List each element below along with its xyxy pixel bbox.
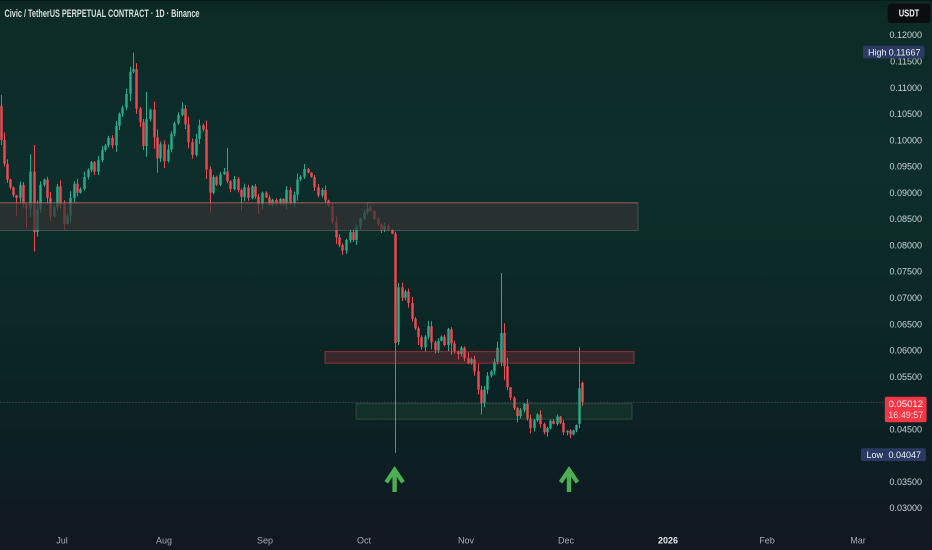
svg-text:0.05500: 0.05500	[889, 372, 922, 382]
svg-text:0.10500: 0.10500	[889, 109, 922, 119]
svg-text:0.12000: 0.12000	[889, 30, 922, 40]
svg-text:Feb: Feb	[759, 536, 775, 546]
svg-text:0.08500: 0.08500	[889, 214, 922, 224]
svg-text:0.11500: 0.11500	[890, 57, 922, 67]
svg-text:0.11667: 0.11667	[889, 48, 921, 58]
svg-text:Aug: Aug	[156, 536, 172, 546]
svg-text:Low: Low	[867, 450, 884, 460]
svg-text:USDT: USDT	[899, 9, 920, 20]
svg-text:Nov: Nov	[458, 536, 475, 546]
svg-text:Mar: Mar	[850, 536, 866, 546]
svg-text:0.05012: 0.05012	[889, 399, 923, 410]
svg-text:Oct: Oct	[357, 536, 372, 546]
svg-text:2026: 2026	[658, 536, 678, 546]
svg-text:16:49:57: 16:49:57	[888, 410, 923, 420]
svg-text:0.03500: 0.03500	[889, 477, 922, 487]
svg-text:0.10000: 0.10000	[889, 135, 922, 145]
svg-text:0.06000: 0.06000	[889, 346, 922, 356]
svg-text:Sep: Sep	[257, 536, 273, 546]
svg-text:Dec: Dec	[558, 536, 575, 546]
svg-text:0.06500: 0.06500	[889, 319, 922, 329]
svg-text:High: High	[868, 48, 887, 58]
svg-text:0.09500: 0.09500	[889, 162, 922, 172]
svg-text:0.04047: 0.04047	[888, 450, 921, 460]
svg-text:0.04500: 0.04500	[889, 424, 922, 434]
svg-text:0.09000: 0.09000	[889, 188, 922, 198]
svg-text:0.08000: 0.08000	[889, 240, 922, 250]
svg-text:0.11000: 0.11000	[890, 83, 922, 93]
svg-text:0.07500: 0.07500	[889, 267, 922, 277]
svg-text:Civic / TetherUS PERPETUAL CON: Civic / TetherUS PERPETUAL CONTRACT · 1D…	[5, 8, 200, 20]
svg-text:0.03000: 0.03000	[889, 503, 922, 513]
svg-text:Jul: Jul	[56, 536, 68, 546]
svg-text:0.07000: 0.07000	[889, 293, 922, 303]
